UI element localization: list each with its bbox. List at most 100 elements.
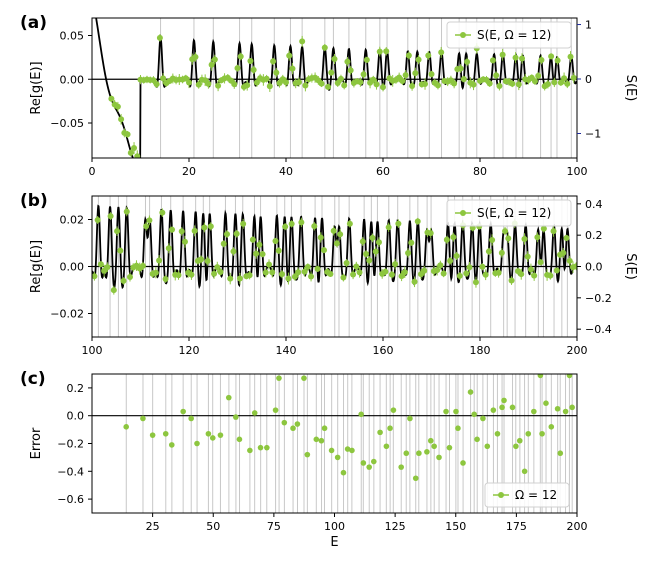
data-point [428,71,435,78]
data-point [564,80,571,87]
data-point [446,444,453,451]
data-point [450,234,457,241]
data-point [327,270,334,277]
data-point [512,54,519,61]
data-point [538,56,545,63]
data-point [372,248,379,255]
data-point [97,261,104,268]
y2-tick-label: −0.2 [585,292,612,305]
data-point [298,219,305,226]
x-tick-label: 140 [276,344,297,357]
data-point [484,443,491,450]
x-tick-label: 100 [82,344,103,357]
data-point [146,217,153,224]
data-point [114,103,121,110]
x-tick-label: 180 [470,344,491,357]
x-tick-label: 50 [206,520,220,533]
data-point [208,61,215,68]
data-point [320,247,327,254]
data-point [123,208,130,215]
data-point [217,268,224,275]
legend-marker [460,32,466,38]
data-point [567,53,574,60]
panel-label: (a) [20,13,47,33]
x-tick-label: 100 [567,165,588,178]
data-point [140,415,146,422]
data-point [375,239,382,246]
data-point [131,145,138,152]
data-point [535,72,542,79]
data-point [360,71,367,78]
data-point [237,53,244,60]
y-tick-label: 0.00 [60,73,85,86]
data-point [347,67,354,74]
data-point [234,65,241,72]
data-point [550,228,557,235]
data-point [152,269,159,276]
data-point [317,234,324,241]
data-point [427,230,434,237]
panel-a: 0 20 40 60 80 100 −0.05 0.00 0.05 −1 0 1 S(E) Re[g(E)… [20,13,638,178]
data-point [427,437,434,444]
data-point [349,447,355,454]
legend-marker [460,210,466,216]
data-point [519,55,526,62]
data-point [366,464,372,470]
data-point [165,245,172,252]
data-point [340,274,347,281]
data-point [407,415,413,422]
data-point [486,80,493,87]
x-tick-label: 40 [279,165,293,178]
data-point [443,236,450,243]
data-point [263,75,270,82]
data-point [301,375,307,381]
data-point [94,216,101,223]
data-point [403,450,410,457]
data-point [421,267,428,274]
data-point [246,272,253,279]
x-axis-title: E [330,535,338,550]
x-tick-label: 60 [376,165,390,178]
data-point [302,82,309,89]
data-point [457,65,464,72]
panel-c: 25 50 75 100 125 150 175 200 −0.6 −0.4 −0.2 0.0 0.2 E… [20,369,588,550]
data-point [380,84,386,91]
data-point [153,81,160,88]
data-point [304,451,311,458]
data-point [562,408,569,415]
data-point [295,269,302,276]
data-point [295,79,302,86]
y2-axis-title: S(E) [623,75,638,102]
data-point [314,265,321,272]
data-point [272,237,279,244]
data-point [460,76,467,83]
y2-tick-label: −1 [585,127,601,140]
data-point [273,69,280,76]
legend: Ω = 12 [484,482,570,508]
data-point [120,277,127,284]
data-point [557,79,564,86]
data-point [479,263,486,270]
data-point [521,235,528,242]
data-point [275,247,282,254]
legend-label: Ω = 12 [515,488,557,502]
data-point [554,57,561,64]
y-tick-label: 0.05 [60,30,85,43]
data-point [383,48,390,55]
data-point [534,234,541,241]
data-point [489,57,496,64]
data-point [253,250,260,257]
data-point [205,80,212,87]
data-point [547,272,554,279]
data-point [304,263,311,270]
x-tick-label: 80 [473,165,487,178]
data-point [470,81,477,88]
data-point [360,460,367,466]
x-tick-label: 200 [567,344,588,357]
x-tick-label: 200 [567,520,588,533]
data-point [201,224,208,231]
data-point [408,239,415,246]
data-point [521,468,528,475]
data-point [373,81,380,88]
data-point [498,249,505,256]
